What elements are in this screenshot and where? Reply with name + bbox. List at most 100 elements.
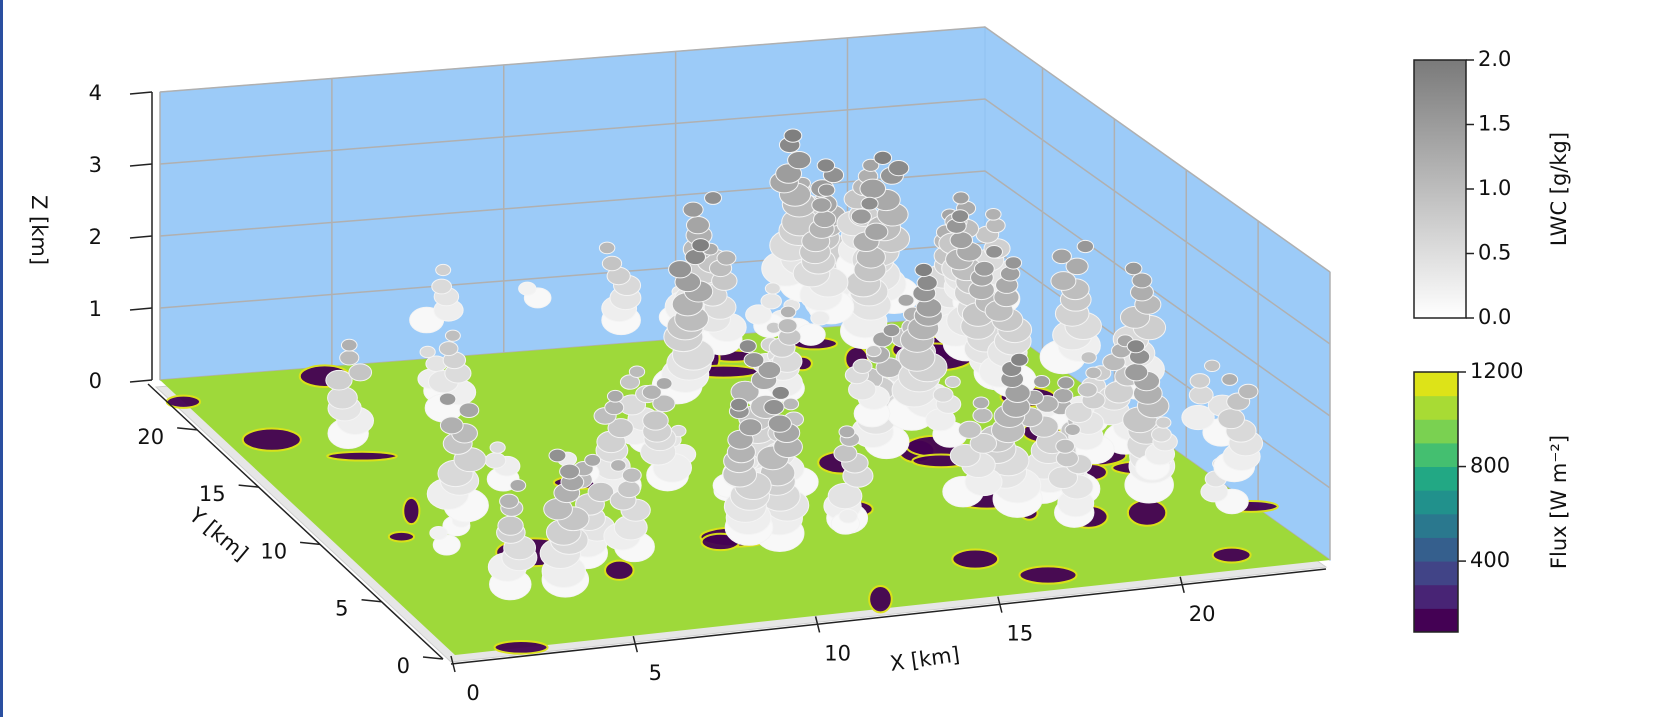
cloud [811,311,830,325]
colorbar-tick-label: 0.0 [1478,305,1511,329]
y-axis-label: Y [km] [184,502,253,565]
cloud [814,211,836,228]
y-tick-label: 15 [199,482,226,506]
cloud [812,198,831,213]
cloud [498,516,523,535]
cloud [874,151,892,164]
cloud [974,261,994,276]
cloud [622,468,641,482]
cloud [669,261,692,278]
z-tick-label: 0 [89,369,102,393]
cloud [768,415,791,432]
cloud [778,319,797,333]
colorbar-tick-label: 0.5 [1478,241,1511,265]
flux-patch [495,641,548,654]
cloud [986,218,1005,232]
cloud [860,179,886,198]
cloud [861,197,878,210]
cloud [607,390,623,402]
cloud [915,263,933,276]
y-tick [362,600,382,602]
x-tick-label: 15 [1007,622,1034,646]
cloud [1058,377,1074,389]
cloud [692,239,710,252]
cloud [683,202,703,217]
z-tick-label: 1 [89,297,102,321]
cloud [1034,376,1050,388]
y-tick [177,428,197,430]
cloud [602,256,621,270]
cloud [1056,439,1075,453]
cloud [933,387,953,402]
cloud [788,151,811,168]
cloud [1127,340,1144,353]
cloud [780,306,795,318]
colorbar [1414,60,1466,318]
flux-patch [327,452,397,461]
cloud [560,464,580,479]
cloud [340,351,359,365]
cloud [883,324,900,336]
y-tick-label: 0 [397,654,410,678]
y-tick [423,657,443,659]
cloud [866,346,881,357]
cloud [549,449,566,462]
cloud [1078,383,1097,397]
cloud [1152,427,1172,442]
cloud [761,294,781,309]
colorbar-level [1414,490,1458,514]
cloud [445,330,460,341]
cloud [440,417,463,434]
cloud [851,209,871,224]
cloud [349,364,372,381]
cloud [986,246,1003,259]
cloud [1132,273,1152,288]
colorbar-label: Flux [W m⁻²] [1547,435,1571,569]
cloud [739,419,762,436]
cloud [1205,360,1220,371]
cloud [1218,409,1245,429]
cloud [1222,374,1238,386]
cloud [731,398,748,411]
chart: 051015200510152001234X [km]Y [km]Z [km]0… [0,0,1656,717]
cloud [717,251,736,265]
cloud [744,353,764,368]
cloud [611,460,626,472]
colorbar-tick-label: 2.0 [1478,47,1511,71]
flux-patch [1128,500,1166,526]
cloud [739,340,756,353]
x-tick-label: 10 [824,641,851,665]
cloud [1086,367,1101,379]
cloud [436,264,451,275]
x-axis-label: X [km] [888,642,961,676]
y-tick [300,542,320,544]
cloud [764,400,784,415]
cloud [834,445,857,462]
cloud [1065,424,1080,435]
cloud [1052,249,1071,263]
cloud [1125,364,1148,381]
colorbar-level [1414,467,1458,491]
z-tick-label: 3 [89,153,102,177]
colorbar-level [1414,608,1458,632]
y-tick [239,485,259,487]
colorbar-label: LWC [g/kg] [1547,132,1571,246]
flux-patch [869,586,892,612]
cloud [817,159,834,172]
cloud [585,454,601,466]
cloud [1011,353,1028,366]
cloud [1081,352,1096,364]
cloud [950,232,972,249]
cloud [341,339,357,351]
colorbar-level [1414,514,1458,538]
flux-patch [1213,548,1251,563]
colorbar-level [1414,372,1458,396]
cloud [599,242,614,254]
cloud [432,279,452,294]
cloud [1239,384,1258,399]
cloud [1190,374,1210,389]
cloud [784,129,802,142]
cloud [420,346,435,357]
flux-patch [1019,566,1076,583]
flux-patch [389,532,414,542]
